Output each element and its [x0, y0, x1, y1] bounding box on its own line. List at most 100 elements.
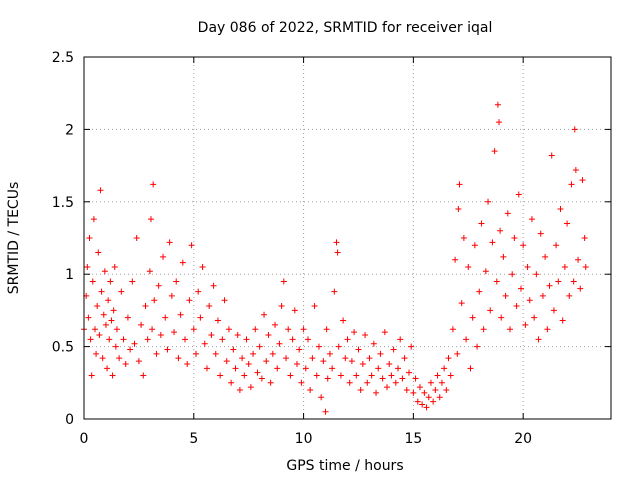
- x-tick-label: 10: [295, 431, 313, 447]
- data-point: [157, 332, 164, 339]
- data-point: [287, 372, 294, 379]
- data-point: [140, 372, 147, 379]
- data-point: [101, 268, 108, 275]
- data-point: [144, 336, 151, 343]
- data-point: [274, 365, 281, 372]
- data-point: [197, 314, 204, 321]
- data-point: [84, 263, 91, 270]
- data-point: [491, 148, 498, 155]
- data-point: [166, 239, 173, 246]
- data-point: [179, 259, 186, 266]
- data-point: [342, 355, 349, 362]
- data-point: [370, 340, 377, 347]
- data-point: [460, 235, 467, 241]
- data-point: [423, 404, 430, 411]
- data-point: [127, 346, 134, 353]
- data-point: [285, 326, 292, 333]
- x-tick-labels: 0 5 10 15 20: [80, 431, 533, 447]
- data-point: [561, 263, 568, 270]
- chart-title: Day 086 of 2022, SRMTID for receiver iqa…: [198, 20, 493, 36]
- data-point: [344, 336, 351, 343]
- data-point: [116, 355, 123, 362]
- x-tick-label: 0: [80, 431, 89, 447]
- data-point: [203, 365, 210, 372]
- data-point: [324, 375, 331, 382]
- data-point: [241, 372, 248, 379]
- data-point: [357, 387, 364, 394]
- data-point: [381, 329, 388, 336]
- data-point: [405, 369, 412, 376]
- data-point: [225, 326, 232, 333]
- data-point: [206, 303, 213, 310]
- data-point: [351, 329, 358, 336]
- data-point: [110, 307, 117, 314]
- data-points: [81, 101, 589, 415]
- data-point: [533, 271, 540, 278]
- data-point: [250, 350, 257, 357]
- data-point: [478, 220, 485, 227]
- data-point: [175, 355, 182, 362]
- data-point: [329, 365, 336, 372]
- data-point: [410, 389, 417, 396]
- data-point: [368, 372, 375, 379]
- y-tick-labels: 0 0.5 1 1.5 2 2.5: [52, 50, 74, 428]
- data-point: [498, 314, 505, 321]
- data-point: [208, 332, 215, 339]
- data-point: [555, 278, 562, 285]
- data-point: [506, 326, 513, 333]
- y-tick-label: 0: [65, 412, 74, 428]
- data-point: [153, 350, 160, 357]
- data-point: [87, 336, 94, 343]
- data-point: [184, 360, 191, 367]
- data-point: [296, 346, 303, 353]
- x-tick-label: 5: [189, 431, 198, 447]
- data-point: [434, 372, 441, 379]
- data-point: [430, 398, 437, 405]
- data-point: [340, 317, 347, 324]
- data-point: [261, 311, 268, 318]
- data-point: [535, 336, 542, 343]
- data-point: [104, 365, 111, 372]
- data-point: [302, 365, 309, 372]
- y-tick-label: 1.5: [52, 195, 74, 211]
- data-point: [487, 307, 494, 314]
- data-point: [98, 288, 105, 295]
- data-point: [323, 326, 330, 333]
- x-tick-label: 15: [404, 431, 422, 447]
- data-point: [118, 288, 125, 295]
- data-point: [443, 387, 450, 394]
- data-point: [373, 389, 380, 396]
- data-point: [414, 398, 421, 405]
- data-point: [111, 263, 118, 270]
- data-point: [455, 206, 462, 213]
- data-point: [582, 263, 589, 270]
- data-point: [355, 346, 362, 353]
- data-point: [190, 326, 197, 333]
- data-point: [107, 278, 114, 285]
- data-point: [135, 358, 142, 365]
- data-point: [502, 292, 509, 299]
- data-point: [245, 360, 252, 367]
- data-point: [236, 387, 243, 394]
- data-point: [425, 394, 432, 401]
- data-point: [109, 372, 116, 379]
- data-point: [449, 326, 456, 333]
- data-point: [438, 379, 445, 386]
- data-point: [155, 282, 162, 289]
- data-point: [364, 379, 371, 386]
- data-point: [520, 242, 527, 249]
- x-axis-label: GPS time / hours: [286, 458, 403, 474]
- data-point: [436, 394, 443, 401]
- data-point: [397, 336, 404, 343]
- data-point: [399, 375, 406, 382]
- data-point: [571, 126, 578, 133]
- data-point: [427, 379, 434, 386]
- data-point: [177, 311, 184, 318]
- data-point: [497, 227, 504, 234]
- data-point: [124, 314, 131, 321]
- data-point: [445, 355, 452, 362]
- data-point: [575, 256, 582, 263]
- data-point: [463, 336, 470, 343]
- data-point: [256, 343, 263, 350]
